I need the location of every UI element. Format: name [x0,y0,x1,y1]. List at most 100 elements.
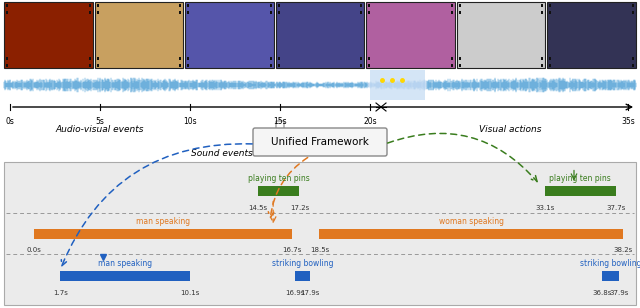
Text: 0s: 0s [6,117,15,126]
Bar [368,64,371,67]
Bar [97,64,99,67]
Bar [4,70,636,100]
Bar [278,57,280,60]
Bar [541,11,543,14]
Text: man speaking: man speaking [98,259,152,268]
FancyArrow shape [272,121,288,139]
Bar [549,64,552,67]
Bar [632,64,634,67]
Bar [451,11,453,14]
FancyBboxPatch shape [4,162,636,305]
Text: 37.9s: 37.9s [609,290,628,296]
Bar [547,2,636,68]
Bar [187,57,189,60]
Bar [88,11,91,14]
Text: 36.8s: 36.8s [592,290,611,296]
Text: playing ten pins: playing ten pins [549,174,611,183]
Text: 35s: 35s [621,117,635,126]
Text: 0.0s: 0.0s [27,248,42,253]
Bar [368,57,371,60]
Bar [319,229,623,238]
Bar [541,4,543,7]
Bar [360,4,362,7]
Bar [632,11,634,14]
Bar [541,57,543,60]
Bar [95,2,183,68]
Bar [179,64,181,67]
Text: 20s: 20s [363,117,377,126]
Text: striking bowling: striking bowling [272,259,333,268]
Text: 14.5s: 14.5s [248,205,268,211]
Bar [451,4,453,7]
Bar [88,64,91,67]
Bar [278,11,280,14]
Bar [276,2,364,68]
Bar [4,2,93,68]
Bar [187,4,189,7]
Text: 18.5s: 18.5s [310,248,329,253]
Text: Visual actions: Visual actions [479,125,541,135]
Bar [179,11,181,14]
Bar [549,57,552,60]
Bar [179,57,181,60]
Bar [6,4,8,7]
Bar [34,229,292,238]
Bar [185,2,274,68]
Bar [360,64,362,67]
Bar [187,64,189,67]
Bar [258,186,300,196]
Bar [366,2,455,68]
Bar [6,64,8,67]
Text: 17.9s: 17.9s [301,290,320,296]
Text: 37.7s: 37.7s [606,205,625,211]
Bar [459,64,461,67]
Text: playing ten pins: playing ten pins [248,174,309,183]
Bar [179,4,181,7]
Bar [60,271,190,282]
Bar [549,11,552,14]
Bar [269,57,272,60]
Text: woman speaking: woman speaking [439,217,504,225]
Text: man speaking: man speaking [136,217,190,225]
Text: Audio-visual events: Audio-visual events [56,125,144,135]
Bar [360,57,362,60]
Bar [632,57,634,60]
Bar [368,11,371,14]
Bar [187,11,189,14]
Text: striking bowling: striking bowling [579,259,640,268]
Bar [97,4,99,7]
Bar [541,64,543,67]
Bar [602,271,619,282]
Text: 5s: 5s [95,117,104,126]
Text: 33.1s: 33.1s [535,205,554,211]
Bar [97,11,99,14]
Text: 10.1s: 10.1s [180,290,200,296]
Bar [459,4,461,7]
Bar [451,57,453,60]
Bar [295,271,310,282]
Bar [368,4,371,7]
Text: 1.7s: 1.7s [52,290,68,296]
Bar [451,64,453,67]
Bar [459,57,461,60]
Text: 17.2s: 17.2s [290,205,309,211]
Bar [278,64,280,67]
Bar [97,57,99,60]
Bar [459,11,461,14]
Bar [269,11,272,14]
Text: Sound events: Sound events [191,148,253,157]
Text: 15s: 15s [273,117,287,126]
Bar [278,4,280,7]
Text: 16.7s: 16.7s [282,248,301,253]
Text: Unified Framework: Unified Framework [271,137,369,147]
FancyBboxPatch shape [253,128,387,156]
Bar [549,4,552,7]
Bar [6,11,8,14]
Bar [6,57,8,60]
Bar [269,64,272,67]
Bar [88,57,91,60]
Text: 38.2s: 38.2s [614,248,633,253]
Bar [370,70,425,100]
Text: 16.9s: 16.9s [285,290,305,296]
Bar [269,4,272,7]
